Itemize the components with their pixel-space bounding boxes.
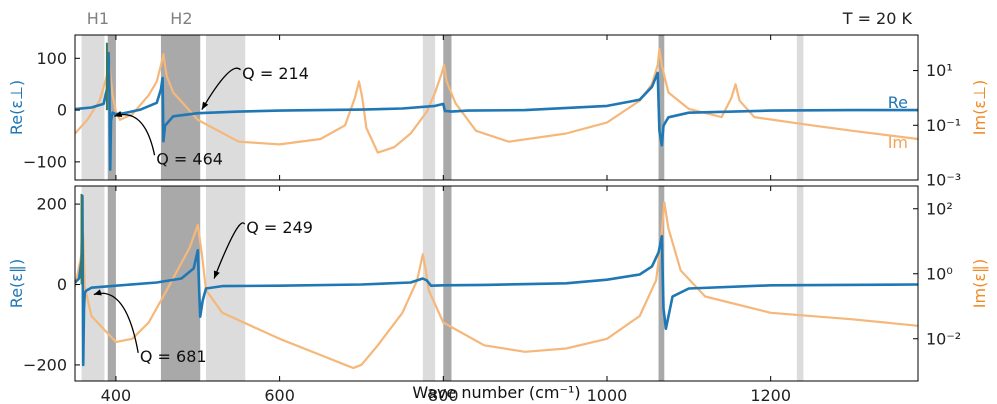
band-label-h1: H1 [87, 9, 109, 28]
annotation-label: Q = 464 [156, 149, 223, 168]
x-tick-label: 1000 [587, 386, 628, 404]
panel-par-plot-area [75, 194, 918, 368]
right-tick-label: 10⁻³ [926, 171, 961, 190]
left-tick-label: 0 [57, 101, 67, 120]
ylabel-left-par: Re(ε∥) [7, 259, 26, 308]
band-label-h2: H2 [170, 9, 192, 28]
chart-labels: H1 H2 T = 20 K −100 0 100 10⁻³ 10⁻¹ 10¹ Re(ε⊥) Im(… [7, 9, 989, 404]
series-label-im: Im [888, 133, 908, 152]
x-axis-label: Wave number (cm⁻¹) [412, 383, 580, 402]
right-tick-label: 10² [926, 199, 953, 218]
plot-lines [75, 43, 918, 368]
right-tick-label: 10⁻¹ [926, 116, 961, 135]
ylabel-right-par: Im(ε∥) [970, 259, 989, 308]
ylabel-left-perp: Re(ε⊥) [7, 80, 26, 135]
left-tick-label: −200 [23, 355, 67, 374]
dark-band [443, 186, 451, 381]
annotation-label: Q = 214 [242, 64, 309, 83]
right-tick-label: 10⁰ [926, 264, 953, 283]
left-tick-label: 0 [57, 275, 67, 294]
frequency-bands [82, 35, 804, 381]
dark-band [108, 186, 116, 381]
light-band [206, 186, 245, 381]
ylabel-right-perp: Im(ε⊥) [970, 80, 989, 135]
series-label-re: Re [888, 93, 908, 112]
left-tick-label: 200 [36, 195, 67, 214]
re-series-line [75, 196, 918, 365]
temperature-label: T = 20 K [842, 9, 913, 28]
light-band [797, 35, 804, 180]
x-tick-label: 600 [264, 386, 295, 404]
right-tick-label: 10¹ [926, 61, 953, 80]
right-tick-label: 10⁻² [926, 329, 961, 348]
x-tick-label: 400 [101, 386, 132, 404]
left-tick-label: −100 [23, 152, 67, 171]
panel-frames [75, 35, 918, 381]
im-series-line [75, 49, 918, 153]
light-band [797, 186, 804, 381]
x-tick-label: 1200 [750, 386, 791, 404]
annotation-label: Q = 681 [140, 347, 207, 366]
annotation-label: Q = 249 [246, 218, 313, 237]
left-tick-label: 100 [36, 49, 67, 68]
